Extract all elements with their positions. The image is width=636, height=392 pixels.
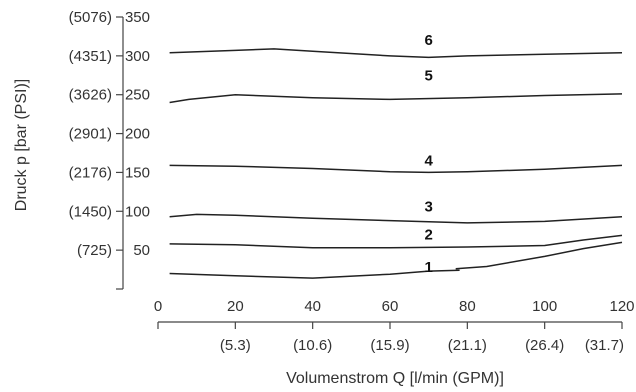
y-tick-label-secondary: (4351) (69, 48, 112, 65)
curve-1 (169, 269, 460, 279)
y-tick-label: 100 (125, 203, 150, 220)
x-tick-label-secondary: (10.6) (293, 337, 332, 354)
y-tick-label-secondary: (5076) (69, 9, 112, 26)
curve-label-6: 6 (424, 32, 432, 49)
y-tick-label: 300 (125, 48, 150, 65)
x-tick-label: 0 (154, 298, 162, 315)
curve-1 (455, 241, 623, 270)
curve-label-3: 3 (424, 198, 432, 215)
y-tick-label-secondary: (2901) (69, 126, 112, 143)
x-axis: 0 20 40 60 80 100 120 (5.3) (10.6) (15.9) (21.1) (2… (154, 298, 635, 354)
x-tick-label: 40 (304, 298, 321, 315)
x-tick-label-secondary: (5.3) (220, 337, 251, 354)
curves (169, 48, 623, 279)
curve-label-1: 1 (424, 259, 432, 276)
y-tick-label-secondary: (2176) (69, 164, 112, 181)
curve-label-5: 5 (424, 68, 432, 85)
curve-2 (169, 234, 623, 249)
x-tick-label: 20 (227, 298, 244, 315)
x-tick-label-secondary: (15.9) (370, 337, 409, 354)
x-tick-label-secondary: (21.1) (448, 337, 487, 354)
curve-label-4: 4 (424, 152, 433, 169)
y-tick-label: 200 (125, 126, 150, 143)
curve-6 (169, 48, 623, 59)
y-tick-label-secondary: (1450) (69, 203, 112, 220)
y-axis: 50 (725) 100 (1450) 150 (2176) 200 (2901) 250 (36… (69, 9, 150, 290)
x-tick-label: 60 (382, 298, 399, 315)
x-tick-label-secondary: (26.4) (525, 337, 564, 354)
x-tick-label: 120 (609, 298, 634, 315)
y-tick-label: 350 (125, 9, 150, 26)
x-tick-label: 80 (459, 298, 476, 315)
y-tick-label-secondary: (725) (77, 242, 112, 259)
curve-labels: 1 2 3 4 5 6 (424, 32, 433, 276)
y-tick-label-secondary: (3626) (69, 87, 112, 104)
curve-label-2: 2 (424, 226, 432, 243)
curve-4 (169, 164, 623, 174)
y-tick-label: 150 (125, 164, 150, 181)
x-tick-label-secondary: (31.7) (585, 337, 624, 354)
x-tick-label: 100 (532, 298, 557, 315)
x-axis-title: Volumenstrom Q [l/min (GPM)] (286, 370, 504, 387)
curve-3 (169, 213, 623, 224)
curve-5 (169, 93, 623, 104)
y-axis-title: Druck p [bar (PSI)] (13, 79, 30, 211)
y-tick-label: 250 (125, 87, 150, 104)
y-tick-label: 50 (133, 242, 150, 259)
